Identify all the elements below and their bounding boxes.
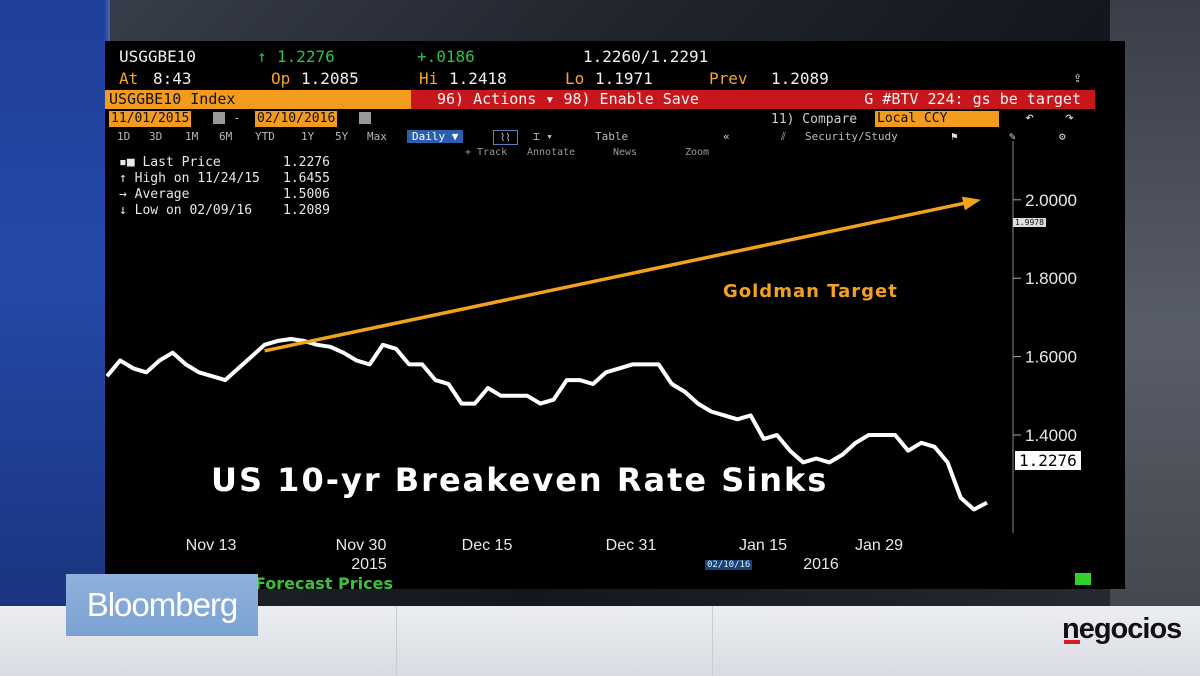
export-icon[interactable]: ⇪ <box>1073 68 1083 86</box>
calendar-icon[interactable] <box>213 112 225 124</box>
lo-label: Lo <box>565 69 585 88</box>
legend-row-average: → Average 1.5006 <box>119 187 330 202</box>
table-button[interactable]: Table <box>595 130 629 143</box>
track-button[interactable]: + Track <box>465 147 508 158</box>
enable-save-button[interactable]: 98) Enable Save <box>563 90 699 108</box>
y-tick-label: 1.8000 <box>1025 269 1077 288</box>
y-tick-label: 1.4000 <box>1025 426 1077 445</box>
price-line <box>105 337 988 512</box>
lo-value: 1.1971 <box>595 69 653 88</box>
ticker: USGGBE10 <box>119 47 197 66</box>
y-tick-label: 1.6000 <box>1025 348 1077 367</box>
security-field[interactable]: USGGBE10 Index <box>105 90 411 109</box>
x-tick-label: Nov 30 <box>336 537 387 554</box>
open-label: Op <box>271 69 291 88</box>
forecast-toggle[interactable] <box>1075 573 1091 585</box>
undo-icon[interactable]: ↶ <box>1025 108 1035 126</box>
collapse-icon[interactable]: « <box>723 130 730 143</box>
range-1m[interactable]: 1M <box>185 130 199 143</box>
zoom-button[interactable]: Zoom <box>685 147 710 158</box>
negocios-logo: negocios <box>1062 613 1182 645</box>
end-date-input[interactable]: 02/10/2016 <box>255 111 338 127</box>
settings-gear-icon[interactable]: ⚙ <box>1059 130 1066 143</box>
terminal-screen: USGGBE10 ↑ 1.2276 +.0186 1.2260/1.2291 A… <box>105 41 1125 589</box>
open-value: 1.2085 <box>301 69 359 88</box>
range-ytd[interactable]: YTD <box>255 130 275 143</box>
bid-ask: 1.2260/1.2291 <box>583 47 709 66</box>
range-5y[interactable]: 5Y <box>335 130 349 143</box>
y-tick-label: 2.0000 <box>1025 191 1077 210</box>
legend-row-high: ↑ High on 11/24/15 1.6455 <box>119 171 330 186</box>
edit-icon[interactable]: ✎ <box>1009 130 1016 143</box>
start-date-input[interactable]: 11/01/2015 <box>109 111 192 127</box>
x-tick-label: Dec 31 <box>606 537 657 554</box>
redo-icon[interactable]: ↷ <box>1065 108 1075 126</box>
date-separator: - <box>233 111 241 126</box>
bar-chart-icon[interactable]: ⌶ ▾ <box>533 130 553 143</box>
date-stamp: 02/10/16 <box>705 560 753 570</box>
period-select[interactable]: Daily ▼ <box>407 130 464 143</box>
compare-select[interactable]: Local CCY <box>875 111 999 127</box>
hi-label: Hi <box>419 69 439 88</box>
prev-value: 1.2089 <box>771 69 829 88</box>
year-label: 2016 <box>803 556 839 573</box>
forecast-prices-label: Forecast Prices <box>255 574 393 589</box>
year-label: 2015 <box>351 556 387 573</box>
goldman-target-arrow <box>264 200 972 353</box>
at-time: 8:43 <box>153 69 192 88</box>
right-panel <box>1110 0 1200 606</box>
range-1y[interactable]: 1Y <box>301 130 315 143</box>
target-value-tag: 1.9978 <box>1013 218 1046 227</box>
message-bar: G #BTV 224: gs be target <box>725 90 1095 109</box>
x-tick-label: Jan 29 <box>855 537 903 554</box>
compare-label: 11) Compare <box>771 112 858 127</box>
headline: US 10-yr Breakeven Rate Sinks <box>211 461 829 499</box>
prev-label: Prev <box>709 69 748 88</box>
range-3d[interactable]: 3D <box>149 130 163 143</box>
security-study-icon[interactable]: ⫽ <box>781 130 786 143</box>
chart-legend: ▪■ Last Price 1.2276 ↑ High on 11/24/15 1.… <box>119 155 330 219</box>
x-tick-label: Jan 15 <box>739 537 787 554</box>
line-chart-icon[interactable]: ⌇⌇ <box>493 130 518 145</box>
news-button[interactable]: News <box>613 147 638 158</box>
security-study-button[interactable]: Security/Study <box>805 130 898 143</box>
at-label: At <box>119 69 139 88</box>
range-6m[interactable]: 6M <box>219 130 233 143</box>
arrow-head-icon <box>961 196 981 211</box>
up-arrow-icon: ↑ <box>257 47 267 66</box>
x-tick-label: Nov 13 <box>186 537 237 554</box>
net-change: +.0186 <box>417 47 475 66</box>
calendar-icon[interactable] <box>359 112 371 124</box>
last-price: 1.2276 <box>277 47 335 66</box>
blue-panel <box>0 0 110 606</box>
x-tick-label: Dec 15 <box>462 537 513 554</box>
negocios-mark <box>1064 640 1080 644</box>
legend-row-low: ↓ Low on 02/09/16 1.2089 <box>119 203 330 218</box>
price-chart: 2.0000 1.8000 1.6000 1.4000 Nov 13 Nov 30 Dec… <box>105 141 1077 573</box>
bloomberg-logo: Bloomberg <box>66 574 258 636</box>
legend-row-last: ▪■ Last Price 1.2276 <box>119 155 330 170</box>
range-1d[interactable]: 1D <box>117 130 131 143</box>
actions-menu[interactable]: 96) Actions ▾ 98) Enable Save <box>411 90 725 109</box>
goldman-target-label: Goldman Target <box>723 281 898 302</box>
range-max[interactable]: Max <box>367 130 387 143</box>
hi-value: 1.2418 <box>449 69 507 88</box>
flag-icon[interactable]: ⚑ <box>951 130 958 143</box>
actions-button[interactable]: 96) Actions <box>437 90 537 108</box>
annotate-button[interactable]: Annotate <box>527 147 576 158</box>
last-value-tag: 1.2276 <box>1015 451 1081 470</box>
